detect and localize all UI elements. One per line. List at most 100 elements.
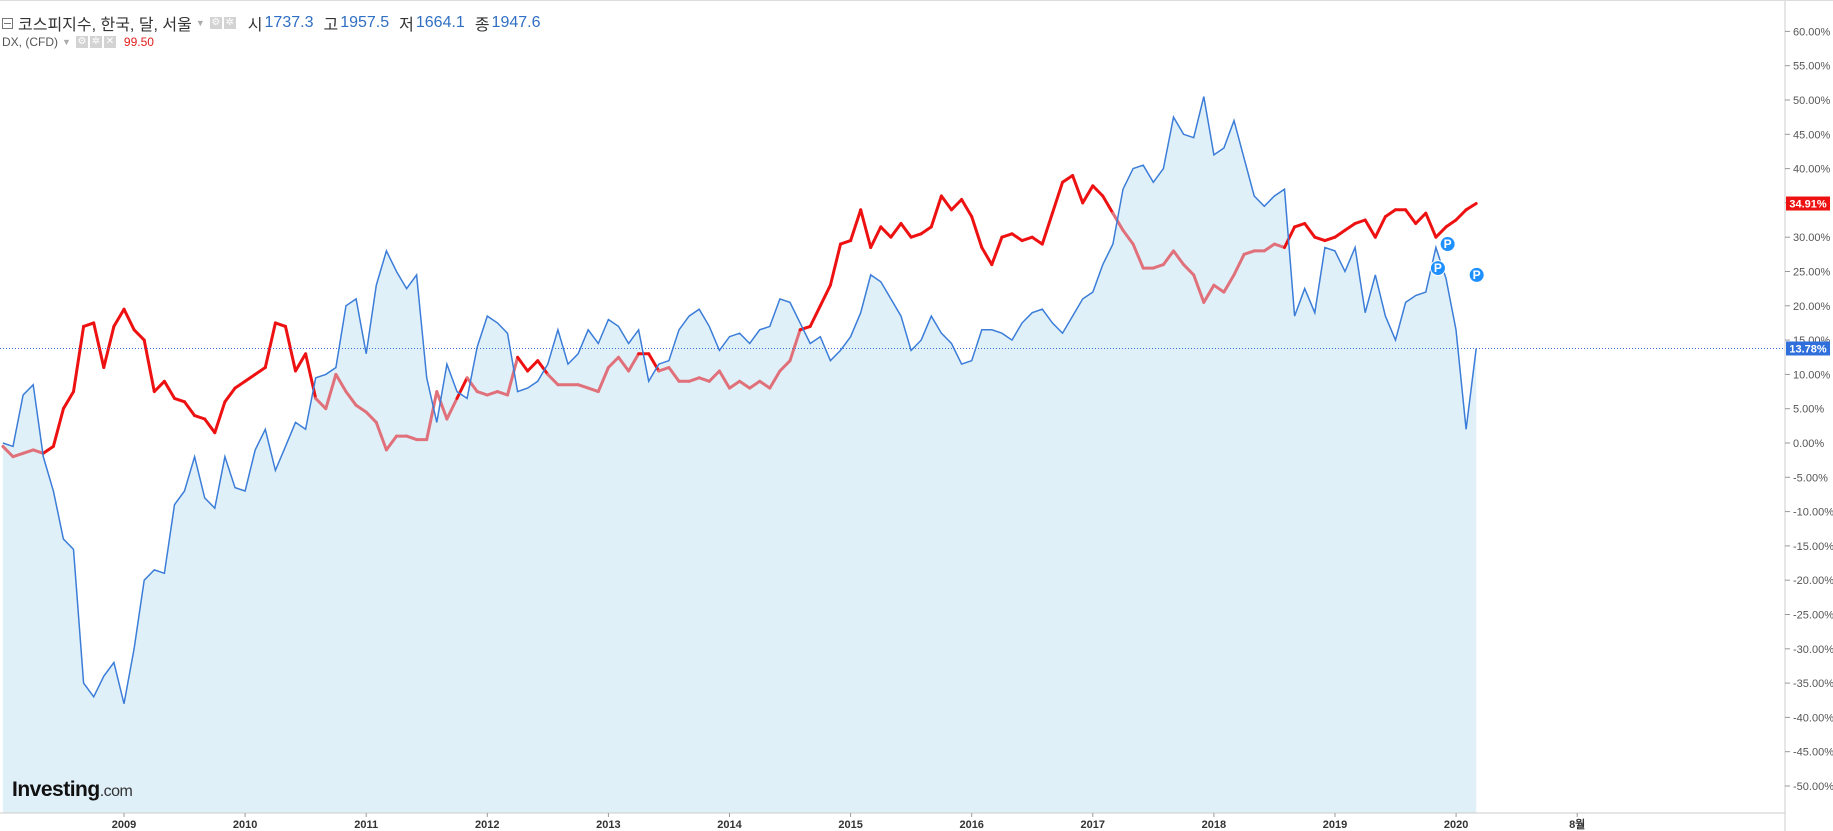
y-tick-label: -35.00% xyxy=(1793,678,1833,690)
y-tick-label: -10.00% xyxy=(1793,507,1833,519)
dx-last-value-badge-bg xyxy=(1786,196,1830,211)
dx-line xyxy=(1,174,1478,459)
value-badges: 13.78% 34.91% xyxy=(1786,196,1830,356)
dx-line-segment xyxy=(859,208,873,249)
dx-line-segment xyxy=(1212,283,1226,294)
event-marker-label: P xyxy=(1444,237,1452,251)
collapse-icon[interactable] xyxy=(2,17,13,29)
y-tick-label: 0.00% xyxy=(1793,438,1824,450)
event-marker[interactable]: P xyxy=(1439,236,1456,253)
event-marker[interactable]: P xyxy=(1429,260,1446,277)
dx-last-value-badge: 34.91% xyxy=(1789,199,1827,211)
y-tick-label: 45.00% xyxy=(1793,129,1831,141)
dx-line-segment xyxy=(1454,208,1468,222)
dx-line-segment xyxy=(445,396,459,421)
dx-line-segment xyxy=(425,390,439,442)
dx-line-segment xyxy=(1404,208,1418,225)
dx-line-segment xyxy=(294,352,308,373)
gear-icon[interactable]: ✲ xyxy=(89,36,102,48)
dx-line-segment xyxy=(273,321,287,328)
dx-line-segment xyxy=(798,324,812,332)
dx-line-segment xyxy=(1050,180,1064,215)
x-tick-label: 2017 xyxy=(1081,819,1105,831)
kospi-line xyxy=(2,96,1477,704)
dx-line-segment xyxy=(1121,228,1135,246)
dx-line-segment xyxy=(354,403,368,414)
dx-line-segment xyxy=(1111,211,1125,232)
kospi-legend-title[interactable]: 코스피지수, 한국, 달, 서울 xyxy=(18,17,192,34)
dx-line-segment xyxy=(223,386,237,404)
x-tick-label: 2010 xyxy=(233,819,257,831)
dx-line-segment xyxy=(1242,249,1256,256)
event-markers[interactable]: PPP xyxy=(1429,236,1485,283)
dx-line-segment xyxy=(364,410,378,424)
y-tick-label: -40.00% xyxy=(1793,712,1833,724)
dx-line-segment xyxy=(112,307,126,328)
close-icon[interactable]: ✕ xyxy=(103,36,116,48)
dx-line-segment xyxy=(1101,194,1115,215)
event-marker[interactable]: P xyxy=(1468,266,1485,283)
dx-line-segment xyxy=(980,246,994,267)
x-tick-label: 2014 xyxy=(717,819,742,831)
dx-line-segment xyxy=(707,369,721,383)
settings-icon[interactable]: ⚙ xyxy=(75,36,88,48)
dx-line-segment xyxy=(1424,211,1438,239)
dx-line-segment xyxy=(213,400,227,435)
dx-line-segment xyxy=(808,304,822,328)
event-marker-circle xyxy=(1468,266,1485,283)
kospi-area xyxy=(2,96,1477,813)
dx-line-segment xyxy=(243,372,257,383)
y-tick-label: -30.00% xyxy=(1793,644,1833,656)
dx-line-segment xyxy=(586,386,600,394)
dx-line-segment xyxy=(11,451,25,459)
dx-line-segment xyxy=(193,414,207,421)
open-label: 시 xyxy=(247,17,263,34)
y-tick-label: 40.00% xyxy=(1793,164,1831,176)
y-tick-label: 25.00% xyxy=(1793,267,1831,279)
dx-line-segment xyxy=(596,366,610,394)
dx-line-segment xyxy=(233,379,247,390)
dx-line-segment xyxy=(869,225,883,249)
dx-line-segment xyxy=(1061,174,1075,184)
y-tick-label: 55.00% xyxy=(1793,61,1831,73)
dx-line-segment xyxy=(697,376,711,383)
dx-line-segment xyxy=(1383,208,1397,219)
investing-logo: Investing.com xyxy=(12,778,133,802)
dx-line-segment xyxy=(1414,211,1428,225)
dx-line-segment xyxy=(1262,242,1276,253)
logo-main: Investing xyxy=(12,778,100,801)
dx-line-segment xyxy=(1131,242,1145,270)
dx-line-segment xyxy=(1151,263,1165,270)
dx-line-segment xyxy=(31,448,45,455)
dx-line-segment xyxy=(304,352,318,400)
dx-line-segment xyxy=(1333,228,1347,239)
dx-line-segment xyxy=(1040,211,1054,246)
x-tick-label: 2020 xyxy=(1444,819,1468,831)
chevron-down-icon[interactable]: ▼ xyxy=(195,18,205,28)
dx-line-segment xyxy=(1303,222,1317,239)
dx-legend-title[interactable]: DX, (CFD) xyxy=(2,35,58,49)
x-tick-label: 2015 xyxy=(838,819,862,831)
dx-line-segment xyxy=(879,225,893,239)
y-axis: 60.00%55.00%50.00%45.00%40.00%35.00%30.0… xyxy=(1785,26,1833,793)
chevron-down-icon[interactable]: ▼ xyxy=(62,37,71,47)
dx-line-segment xyxy=(1222,273,1236,294)
dx-line-segment xyxy=(92,321,106,369)
y-tick-label: 5.00% xyxy=(1793,404,1824,416)
open-value: 1737.3 xyxy=(264,14,314,31)
dx-line-segment xyxy=(1444,218,1458,229)
dx-line-segment xyxy=(1182,263,1196,277)
settings-icon[interactable]: ⚙ xyxy=(209,17,222,29)
dx-legend: DX, (CFD) ▼ ⚙ ✲ ✕ 99.50 xyxy=(2,35,154,49)
dx-line-segment xyxy=(748,379,762,390)
dx-line-segment xyxy=(384,434,398,452)
dx-line-segment xyxy=(516,355,530,373)
gear-icon[interactable]: ✲ xyxy=(223,17,236,29)
dx-line-segment xyxy=(919,225,933,236)
x-tick-label: 2018 xyxy=(1202,819,1226,831)
dx-line-segment xyxy=(657,366,671,373)
dx-line-segment xyxy=(1192,273,1206,304)
dx-line-segment xyxy=(576,383,590,390)
close-value: 1947.6 xyxy=(491,14,541,31)
